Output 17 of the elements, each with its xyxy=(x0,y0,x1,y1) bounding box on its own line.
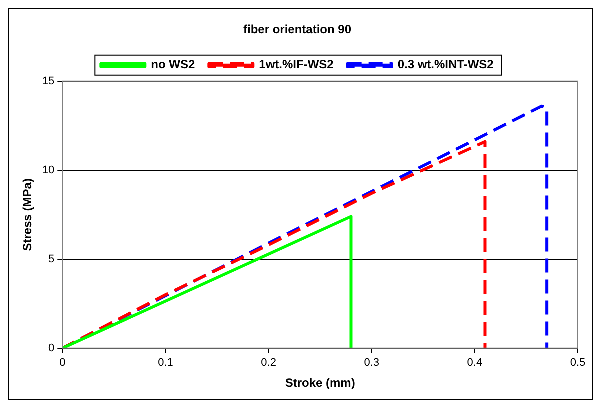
x-tick-label: 0 xyxy=(60,357,66,370)
x-tick-label: 0.1 xyxy=(158,357,174,370)
legend-label: 1wt.%IF-WS2 xyxy=(259,58,334,72)
chart-title: fiber orientation 90 xyxy=(243,22,352,37)
x-tick-label: 0.5 xyxy=(570,357,586,370)
x-tick-label: 0.3 xyxy=(364,357,380,370)
y-tick-label: 10 xyxy=(42,164,55,176)
x-tick-label: 0.2 xyxy=(261,357,276,370)
legend-label: 0.3 wt.%INT-WS2 xyxy=(398,58,494,72)
x-axis-title: Stroke (mm) xyxy=(285,376,356,390)
legend-label: no WS2 xyxy=(151,58,196,72)
y-tick-label: 0 xyxy=(48,342,55,354)
y-tick-label: 5 xyxy=(48,253,55,266)
x-tick-label: 0.4 xyxy=(467,357,483,370)
y-axis-title: Stress (MPa) xyxy=(20,178,35,252)
line-series xyxy=(62,140,487,348)
y-tick-label: 15 xyxy=(42,75,55,88)
